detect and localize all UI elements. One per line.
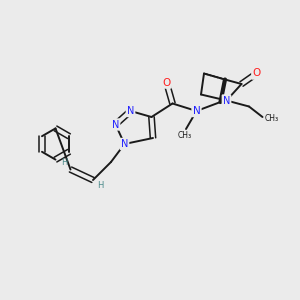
Text: O: O [252,68,261,79]
Text: N: N [127,106,134,116]
Text: CH₃: CH₃ [265,114,279,123]
Text: CH₃: CH₃ [177,131,192,140]
Text: N: N [112,119,119,130]
Text: N: N [193,106,200,116]
Text: O: O [162,77,171,88]
Text: N: N [223,95,230,106]
Text: H: H [61,158,68,167]
Text: N: N [121,139,128,149]
Text: H: H [97,181,104,190]
